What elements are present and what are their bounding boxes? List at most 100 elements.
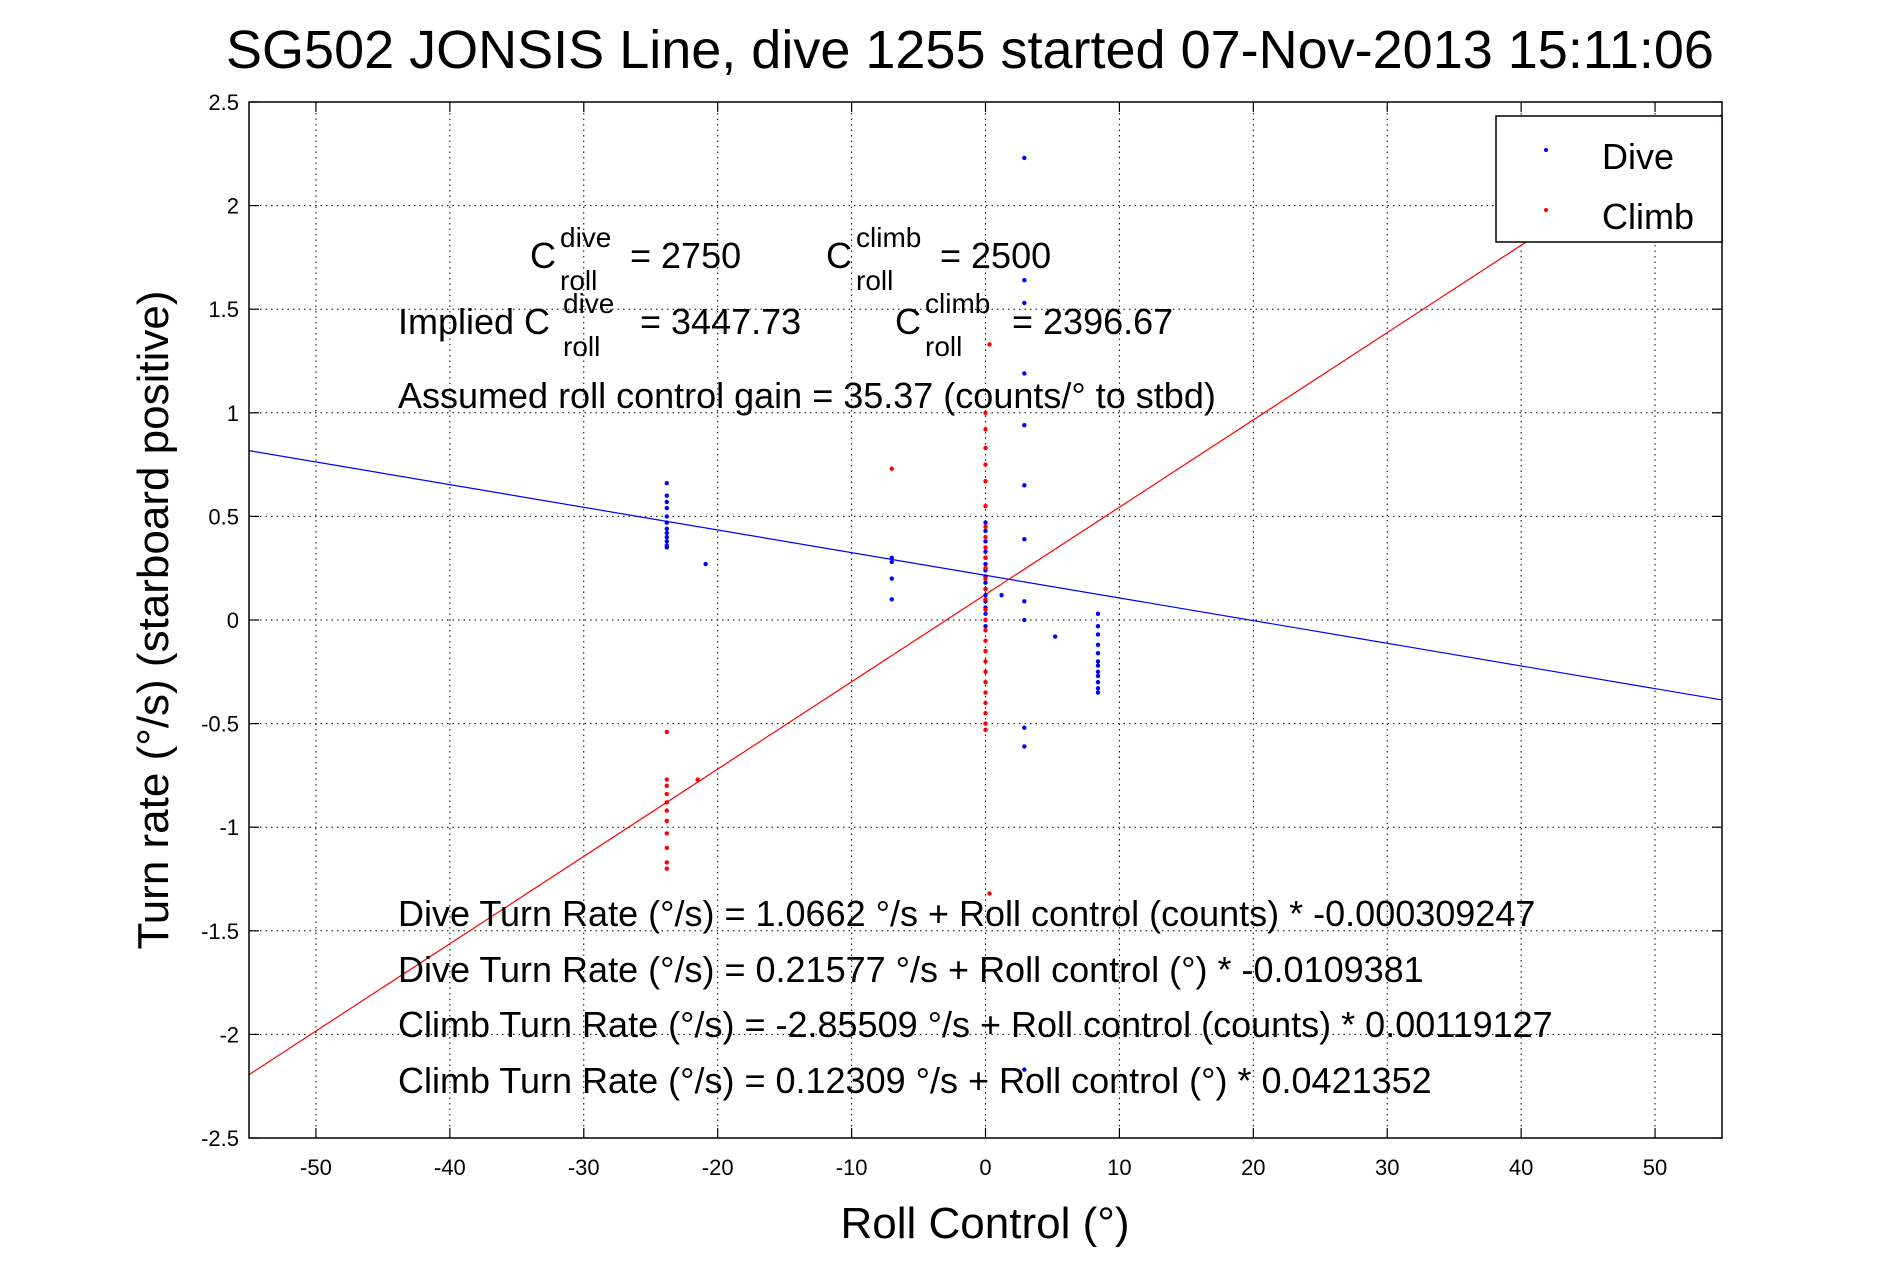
dive-point [1022, 423, 1027, 428]
dive-point [1095, 642, 1101, 648]
dive-point [1095, 659, 1101, 664]
y-axis-ticks: -2.5 -2 -1.5 -1 -0.5 0 0.5 1 1.5 2 2.5 [201, 90, 1722, 1151]
dive-point [983, 528, 988, 534]
climb-point [987, 891, 992, 896]
climb-point [983, 524, 988, 529]
x-tick-label: -30 [568, 1155, 600, 1180]
dive-point [1095, 650, 1101, 656]
dive-point [1095, 673, 1101, 679]
climb-point [983, 690, 988, 695]
c-roll-climb-value: = 2500 [940, 235, 1051, 276]
x-tick-label: -10 [836, 1155, 868, 1180]
y-tick-label: 1 [227, 401, 239, 426]
dive-point [1022, 371, 1027, 376]
implied-c-roll-climb-value: = 2396.67 [1012, 301, 1173, 342]
climb-point [664, 845, 669, 851]
legend: Dive Climb [1495, 115, 1723, 243]
dive-point [999, 592, 1004, 598]
c-roll-climb-sup: climb [856, 222, 921, 253]
dive-point [889, 597, 894, 602]
y-axis-label: Turn rate (°/s) (starboard positive) [129, 290, 178, 949]
dive-point [1095, 611, 1101, 616]
climb-point [983, 628, 988, 633]
dive-point [664, 499, 669, 505]
dive-point [1022, 536, 1027, 542]
dive-point [1095, 624, 1101, 629]
climb-point [983, 617, 988, 623]
y-tick-label: 2 [227, 194, 239, 219]
y-tick-label: 1.5 [208, 297, 239, 322]
dive-point [1095, 679, 1101, 685]
dive-point [1052, 634, 1058, 639]
dive-point [664, 539, 669, 544]
climb-point [983, 607, 988, 612]
climb-point [664, 808, 669, 813]
dive-point [664, 534, 669, 540]
c-roll-dive-value: = 2750 [630, 235, 741, 276]
climb-point [983, 478, 988, 484]
grid [249, 101, 1722, 1139]
dive-point [1022, 617, 1027, 623]
dive-point [664, 514, 669, 519]
climb-point [983, 597, 988, 602]
x-tick-label: 10 [1107, 1155, 1131, 1180]
climb-point [983, 445, 988, 451]
climb-point [664, 831, 669, 836]
climb-point [983, 427, 988, 432]
climb-point [983, 700, 988, 706]
climb-point [983, 638, 988, 643]
legend-dive-marker [1544, 148, 1548, 152]
dive-point [983, 624, 988, 629]
climb-point [664, 800, 669, 805]
y-tick-label: -2.5 [201, 1126, 239, 1151]
legend-climb-marker [1544, 208, 1548, 212]
dive-point [664, 520, 669, 525]
dive-equation-counts: Dive Turn Rate (°/s) = 1.0662 °/s + Roll… [398, 893, 1535, 934]
y-tick-label: 2.5 [208, 90, 239, 115]
climb-point [983, 555, 988, 561]
legend-dive-label: Dive [1602, 136, 1674, 177]
climb-point [983, 648, 988, 654]
dive-point [664, 505, 669, 511]
x-tick-label: 40 [1509, 1155, 1533, 1180]
climb-equation-degrees: Climb Turn Rate (°/s) = 0.12309 °/s + Ro… [398, 1060, 1432, 1101]
legend-climb-label: Climb [1602, 196, 1694, 237]
climb-point [983, 576, 988, 581]
x-tick-label: -50 [300, 1155, 332, 1180]
c-roll-climb-sub: roll [856, 265, 893, 296]
y-tick-label: 0.5 [208, 504, 239, 529]
climb-point [987, 342, 992, 347]
y-tick-label: -1 [219, 815, 239, 840]
dive-point [1022, 725, 1027, 730]
dive-point [889, 555, 894, 561]
dive-point [983, 549, 988, 554]
dive-point [1095, 686, 1101, 691]
climb-point [983, 727, 988, 733]
dive-point [983, 611, 988, 616]
climb-point [983, 586, 988, 592]
dive-point [1095, 663, 1101, 668]
dive-point [1022, 300, 1027, 306]
climb-point [983, 659, 988, 664]
climb-point [983, 711, 988, 716]
annotations: C dive roll = 2750 C climb roll = 2500 I… [398, 222, 1553, 1101]
climb-point [664, 866, 669, 871]
dive-point [889, 576, 894, 581]
climb-point [983, 669, 988, 674]
data-points [664, 155, 1101, 1072]
climb-point [695, 777, 700, 782]
y-tick-label: -0.5 [201, 712, 239, 737]
dive-point [983, 520, 988, 525]
dive-point [1095, 632, 1101, 637]
dive-point [664, 493, 669, 498]
c-roll-dive-sup: dive [560, 222, 611, 253]
climb-equation-counts: Climb Turn Rate (°/s) = -2.85509 °/s + R… [398, 1004, 1553, 1045]
climb-point [983, 410, 988, 415]
chart-title: SG502 JONSIS Line, dive 1255 started 07-… [226, 20, 1714, 80]
x-tick-label: -20 [702, 1155, 734, 1180]
implied-c-roll-climb-sub: roll [925, 331, 962, 362]
implied-c-roll-dive-sub: roll [563, 331, 600, 362]
dive-point [664, 530, 669, 536]
climb-point [664, 783, 669, 788]
